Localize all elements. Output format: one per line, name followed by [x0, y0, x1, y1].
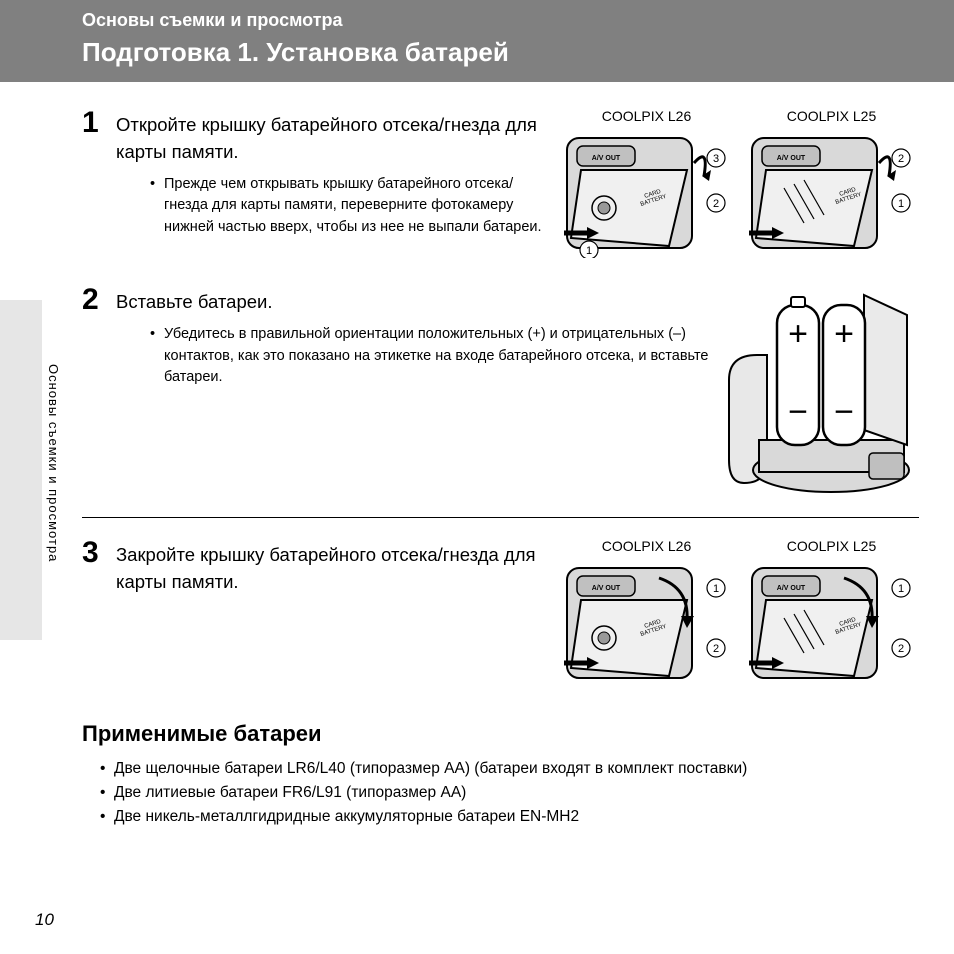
- step-1: 1 Откройте крышку батарейного отсека/гне…: [82, 108, 919, 263]
- step-heading: Вставьте батареи.: [116, 285, 709, 316]
- camera-block-l26: COOLPIX L26 A/V OUT CARD BATTERY: [559, 108, 734, 263]
- svg-text:2: 2: [713, 643, 719, 655]
- side-tab: [0, 300, 42, 640]
- page-number: 10: [35, 910, 54, 930]
- camera-label: COOLPIX L25: [744, 538, 919, 554]
- page-title: Подготовка 1. Установка батарей: [82, 37, 954, 68]
- section-label: Основы съемки и просмотра: [82, 10, 954, 31]
- camera-label: COOLPIX L26: [559, 538, 734, 554]
- applicable-list: Две щелочные батареи LR6/L40 (типоразмер…: [82, 757, 919, 829]
- applicable-item: Две щелочные батареи LR6/L40 (типоразмер…: [100, 757, 919, 781]
- step-heading: Закройте крышку батарейного отсека/гнезд…: [116, 538, 549, 596]
- camera-open-l26-icon: A/V OUT CARD BATTERY 3: [559, 128, 734, 258]
- step-heading: Откройте крышку батарейного отсека/гнезд…: [116, 108, 549, 166]
- svg-text:−: −: [834, 393, 854, 431]
- bullet-item: Убедитесь в правильной ориентации положи…: [150, 324, 709, 389]
- svg-text:A/V OUT: A/V OUT: [592, 585, 621, 592]
- camera-open-l25-icon: A/V OUT CARD BATTERY 2: [744, 128, 919, 258]
- camera-block-l25: COOLPIX L25 A/V OUT CARD BATTERY: [744, 108, 919, 263]
- svg-text:1: 1: [713, 583, 719, 595]
- svg-text:A/V OUT: A/V OUT: [592, 155, 621, 162]
- svg-text:+: +: [788, 315, 808, 353]
- applicable-item: Две никель-металлгидридные аккумуляторны…: [100, 805, 919, 829]
- svg-text:1: 1: [898, 583, 904, 595]
- content: 1 Откройте крышку батарейного отсека/гне…: [0, 82, 954, 829]
- svg-text:1: 1: [898, 198, 904, 210]
- step-number: 3: [82, 538, 116, 568]
- bullet-item: Прежде чем открывать крышку батарейного …: [150, 174, 549, 239]
- step-number: 2: [82, 285, 116, 315]
- step-bullets: Прежде чем открывать крышку батарейного …: [116, 166, 549, 239]
- applicable-item: Две литиевые батареи FR6/L91 (типоразмер…: [100, 781, 919, 805]
- applicable-heading: Применимые батареи: [82, 721, 919, 747]
- svg-text:2: 2: [898, 153, 904, 165]
- step-2: 2 Вставьте батареи. Убедитесь в правильн…: [82, 285, 919, 495]
- svg-text:2: 2: [713, 198, 719, 210]
- svg-text:−: −: [788, 393, 808, 431]
- side-tab-text: Основы съемки и просмотра: [46, 364, 61, 562]
- camera-close-l26-icon: A/V OUT CARD BATTERY 1: [559, 558, 734, 688]
- svg-text:3: 3: [713, 153, 719, 165]
- svg-text:+: +: [834, 315, 854, 353]
- svg-text:A/V OUT: A/V OUT: [777, 585, 806, 592]
- svg-text:A/V OUT: A/V OUT: [777, 155, 806, 162]
- camera-label: COOLPIX L25: [744, 108, 919, 124]
- camera-block-l26: COOLPIX L26 A/V OUT CARD BATTERY: [559, 538, 734, 693]
- svg-text:2: 2: [898, 643, 904, 655]
- step-3: 3 Закройте крышку батарейного отсека/гне…: [82, 538, 919, 693]
- header-band: Основы съемки и просмотра Подготовка 1. …: [0, 0, 954, 82]
- divider: [82, 517, 919, 518]
- step-number: 1: [82, 108, 116, 138]
- camera-close-l25-icon: A/V OUT CARD BATTERY 1: [744, 558, 919, 688]
- svg-text:1: 1: [586, 245, 592, 257]
- camera-label: COOLPIX L26: [559, 108, 734, 124]
- camera-block-l25: COOLPIX L25 A/V OUT CARD BATTERY: [744, 538, 919, 693]
- battery-insert-icon: + + − −: [719, 285, 919, 495]
- step-bullets: Убедитесь в правильной ориентации положи…: [116, 316, 709, 389]
